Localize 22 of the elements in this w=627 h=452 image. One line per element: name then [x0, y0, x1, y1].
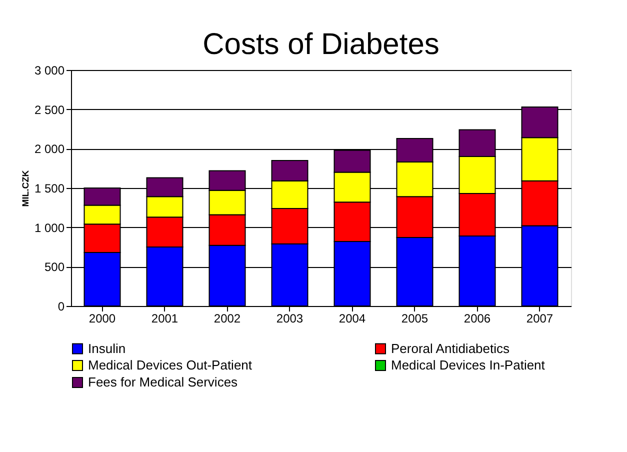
- legend-label: Medical Devices In-Patient: [391, 358, 546, 372]
- legend-label: Medical Devices Out-Patient: [88, 358, 252, 372]
- x-tick-label: 2006: [464, 312, 491, 326]
- x-tick-label: 2002: [214, 312, 241, 326]
- y-tick-label: 2 000: [34, 142, 65, 156]
- y-axis-title: MIL.CZK: [20, 170, 30, 207]
- y-tick-label: 3 000: [34, 64, 65, 78]
- x-tick-label: 2003: [276, 312, 304, 326]
- x-tick-label: 2004: [338, 312, 366, 326]
- chart-title: Costs of Diabetes: [202, 28, 440, 61]
- legend-label: Peroral Antidiabetics: [391, 340, 510, 356]
- x-tick-label: 2007: [526, 312, 554, 326]
- legend-label: Fees for Medical Services: [88, 374, 238, 390]
- y-tick-label: 0: [58, 300, 65, 314]
- x-tick-label: 2001: [151, 312, 178, 326]
- legend-label: Insulin: [88, 340, 126, 356]
- x-tick-label: 2000: [88, 312, 116, 326]
- x-tick-label: 2005: [401, 312, 428, 326]
- y-tick-label: 500: [44, 260, 65, 274]
- y-tick-label: 1 500: [34, 182, 65, 196]
- y-tick-label: 1 000: [34, 220, 65, 235]
- y-tick-label: 2 500: [34, 102, 65, 117]
